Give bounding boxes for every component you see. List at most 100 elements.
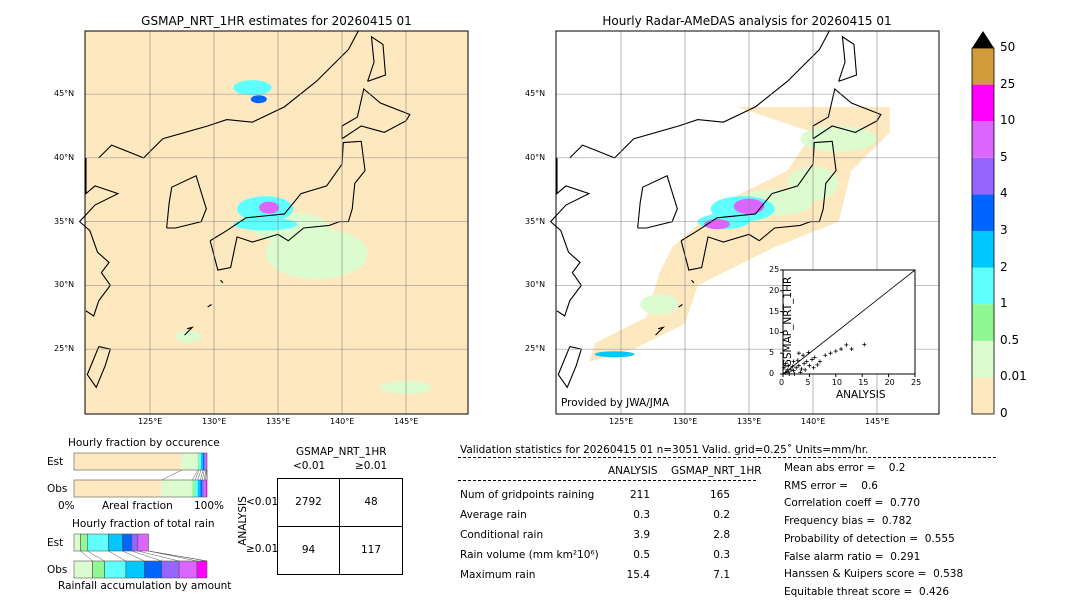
cell-false-alarm: 48 bbox=[340, 479, 402, 527]
coastline bbox=[367, 35, 387, 82]
scatter-point bbox=[806, 350, 811, 355]
scatter-point bbox=[817, 359, 822, 364]
connector-line bbox=[80, 550, 93, 562]
lon-label: 135°E bbox=[266, 417, 291, 426]
stats-row-gsmap: 2.8 bbox=[713, 529, 730, 541]
score-line: Correlation coeff = 0.770 bbox=[784, 497, 920, 510]
scatter-diagonal bbox=[782, 269, 916, 375]
connector-line bbox=[194, 469, 200, 481]
cell-hits-lt-lt: 2792 bbox=[278, 479, 340, 527]
stats-row-label: Num of gridpoints raining bbox=[460, 489, 595, 501]
colorbar-bin bbox=[972, 121, 994, 158]
lon-label: 130°E bbox=[673, 417, 698, 426]
colorbar-label: 0 bbox=[1000, 406, 1008, 420]
connector-line bbox=[197, 469, 202, 481]
stats-row-gsmap: 0.3 bbox=[713, 549, 730, 561]
connector-line bbox=[148, 550, 208, 562]
bar-segment bbox=[204, 453, 206, 470]
lon-label: 130°E bbox=[202, 417, 227, 426]
stats-row-analysis: 0.5 bbox=[633, 549, 650, 561]
bar-segment bbox=[203, 453, 205, 470]
coastline bbox=[637, 174, 678, 229]
stats-col-analysis: ANALYSIS bbox=[608, 465, 658, 477]
right-map-title: Hourly Radar-AMeDAS analysis for 2026041… bbox=[602, 14, 892, 28]
connector-line bbox=[131, 550, 162, 562]
connector-line bbox=[122, 550, 145, 562]
scatter-plot bbox=[780, 269, 916, 377]
connector-line bbox=[200, 469, 204, 481]
colorbar-label: 3 bbox=[1000, 223, 1008, 237]
colorbar-label: 4 bbox=[1000, 186, 1008, 201]
stats-divider bbox=[458, 457, 996, 458]
bar-segment bbox=[195, 480, 198, 497]
colorbar-bin bbox=[972, 157, 994, 195]
colorbar-label: 50 bbox=[1000, 40, 1016, 54]
coastline bbox=[209, 140, 366, 271]
col-header-lt: <0.01 bbox=[293, 460, 326, 472]
lat-label: 35°N bbox=[54, 216, 75, 226]
lon-label: 125°E bbox=[138, 417, 163, 426]
stats-row-label: Conditional rain bbox=[460, 529, 544, 541]
lat-label: 30°N bbox=[525, 280, 546, 290]
connector-line bbox=[161, 469, 182, 481]
bar-segment bbox=[108, 533, 123, 552]
bar-segment bbox=[206, 453, 207, 470]
lon-label: 140°E bbox=[330, 417, 355, 426]
occ-100pct: 100% bbox=[194, 500, 225, 512]
bar-segment bbox=[199, 453, 202, 470]
stats-row-analysis: 211 bbox=[629, 489, 650, 501]
lon-label: 135°E bbox=[737, 417, 762, 426]
scatter-ylabel: GSMAP_NRT_1HR bbox=[782, 276, 794, 368]
scatter-point bbox=[849, 347, 854, 352]
bar-segment bbox=[202, 480, 205, 497]
rain-area bbox=[640, 294, 679, 315]
colorbar-bin bbox=[972, 304, 994, 341]
lat-label: 25°N bbox=[525, 344, 546, 354]
colorbar-frame bbox=[971, 47, 995, 415]
lat-label: 45°N bbox=[54, 89, 75, 99]
colorbar-bin bbox=[972, 84, 994, 122]
scatter-x-tick-label: 5 bbox=[805, 378, 811, 387]
bar-segment bbox=[131, 533, 139, 552]
stats-header: Validation statistics for 20260415 01 n=… bbox=[460, 444, 869, 456]
scatter-point bbox=[810, 357, 815, 362]
score-line: RMS error = 0.6 bbox=[784, 479, 878, 492]
scatter-y-tick-label: 0 bbox=[769, 369, 775, 378]
bar-segment bbox=[196, 560, 208, 579]
scatter-point bbox=[792, 372, 797, 376]
rain-area bbox=[259, 201, 280, 214]
bar-segment bbox=[80, 533, 88, 552]
col-header-ge: ≥0.01 bbox=[355, 460, 388, 472]
cell-hit: 117 bbox=[360, 544, 382, 557]
connector-line bbox=[205, 469, 207, 481]
bar-segment bbox=[74, 453, 182, 470]
scatter-point bbox=[791, 359, 796, 364]
scatter-x-tick-label: 25 bbox=[911, 378, 922, 387]
rain-est-bar bbox=[73, 533, 149, 552]
bar-segment bbox=[122, 533, 133, 552]
scatter-point bbox=[833, 349, 838, 354]
scatter-point bbox=[807, 363, 812, 368]
scatter-x-tick-label: 20 bbox=[884, 378, 895, 387]
map-border bbox=[84, 30, 469, 415]
scatter-point bbox=[785, 367, 790, 372]
colorbar-bin bbox=[972, 231, 994, 268]
stats-row-gsmap: 165 bbox=[709, 489, 730, 501]
coastline bbox=[569, 30, 831, 159]
scatter-point bbox=[815, 362, 820, 367]
bar-segment bbox=[178, 560, 198, 579]
scatter-y-tick-label: 5 bbox=[769, 348, 775, 358]
stats-row-gsmap: 7.1 bbox=[713, 569, 730, 581]
row-header-lt: <0.01 bbox=[246, 496, 279, 508]
occ-est-bar bbox=[73, 452, 208, 471]
connector-line bbox=[87, 550, 105, 562]
colorbar bbox=[971, 31, 995, 415]
bar-frame bbox=[73, 452, 208, 471]
stats-col-divider bbox=[458, 480, 756, 481]
bar-segment bbox=[197, 480, 201, 497]
colorbar-label: 2 bbox=[1000, 259, 1008, 274]
bar-segment bbox=[205, 480, 207, 497]
colorbar-label: 1 bbox=[1000, 296, 1008, 311]
lat-label: 35°N bbox=[525, 216, 546, 226]
scatter-point bbox=[823, 353, 828, 358]
